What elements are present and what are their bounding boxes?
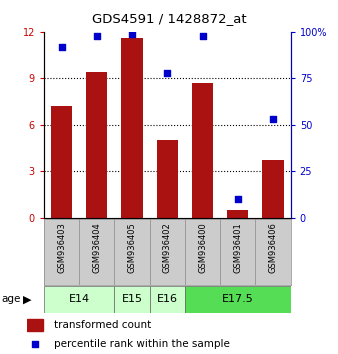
Bar [27,319,43,331]
Bar [51,106,72,218]
Bar [227,210,248,218]
Text: GSM936402: GSM936402 [163,222,172,273]
Text: E17.5: E17.5 [222,295,254,304]
Bar [192,83,213,218]
Point [270,116,276,122]
Text: E16: E16 [157,295,178,304]
Point [94,33,99,39]
Text: GSM936403: GSM936403 [57,222,66,273]
Text: percentile rank within the sample: percentile rank within the sample [54,339,230,349]
Text: GSM936406: GSM936406 [269,222,277,273]
Text: transformed count: transformed count [54,320,151,330]
Point [129,31,135,36]
Bar [150,286,185,313]
Point [32,342,38,347]
Text: age: age [2,295,21,304]
Point [235,196,241,202]
Bar [115,286,150,313]
Point [165,70,170,76]
Text: GDS4591 / 1428872_at: GDS4591 / 1428872_at [92,12,246,25]
Text: ▶: ▶ [23,295,31,304]
Bar [185,286,291,313]
Text: E15: E15 [122,295,143,304]
Text: GSM936401: GSM936401 [233,222,242,273]
Bar [86,72,107,218]
Bar [121,38,143,218]
Point [200,33,205,39]
Text: GSM936405: GSM936405 [127,222,137,273]
Text: GSM936400: GSM936400 [198,222,207,273]
Text: GSM936404: GSM936404 [92,222,101,273]
Bar [44,286,115,313]
Point [59,44,64,50]
Bar [157,140,178,218]
Bar [263,160,284,218]
Text: E14: E14 [69,295,90,304]
